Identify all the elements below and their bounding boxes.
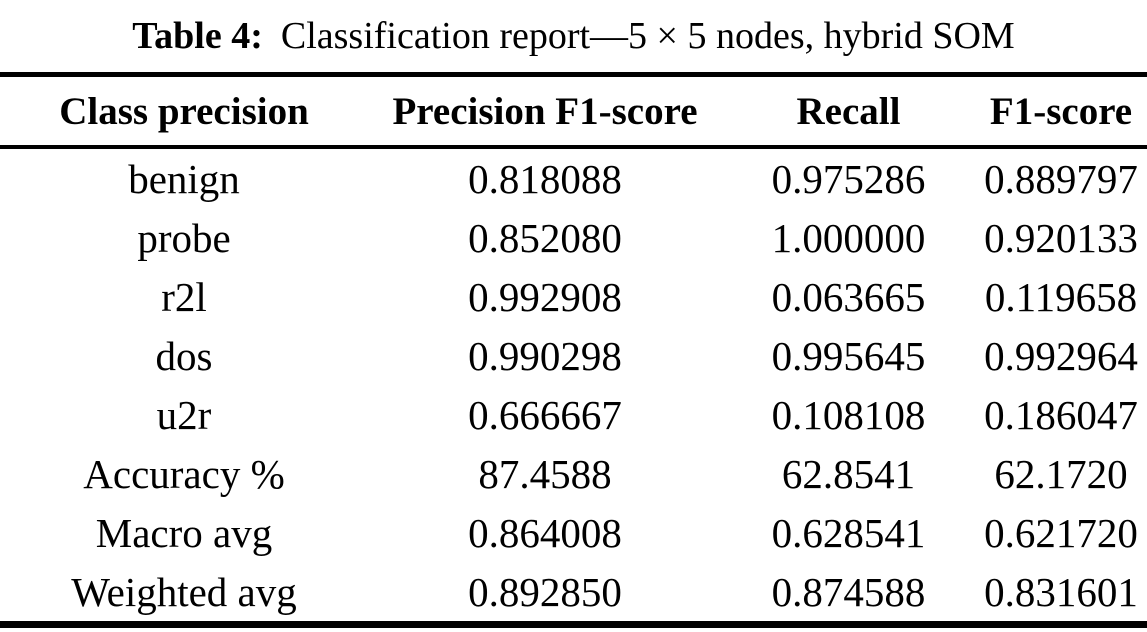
value-cell: 0.992964 [984,332,1138,379]
value-cell: 0.621720 [984,509,1138,556]
col-header-recall: Recall [722,74,975,149]
classification-report-table: Class precision Precision F1-score Recal… [0,72,1147,628]
table-row: dos 0.990298 0.995645 0.992964 [0,326,1147,385]
table-row: u2r 0.666667 0.108108 0.186047 [0,385,1147,444]
value-cell: 0.892850 [468,568,622,615]
value-cell: 87.4588 [478,450,612,497]
table-row: Weighted avg 0.892850 0.874588 0.831601 [0,562,1147,625]
value-cell: 62.8541 [781,450,916,497]
table-row: Macro avg 0.864008 0.628541 0.621720 [0,503,1147,562]
row-label-cell: probe [137,214,231,261]
row-label-cell: Accuracy % [83,450,285,497]
value-cell: 0.831601 [984,568,1138,615]
value-cell: 0.186047 [984,391,1138,438]
value-cell: 0.920133 [984,214,1138,261]
value-cell: 0.818088 [468,155,622,202]
row-label-cell: u2r [156,391,212,438]
value-cell: 0.666667 [468,391,622,438]
table-caption-text: Classification report—5 × 5 nodes, hybri… [280,15,1015,57]
value-cell: 0.995645 [771,332,926,379]
table-row: benign 0.818088 0.975286 0.889797 [0,147,1147,208]
value-cell: 0.119658 [984,273,1138,320]
row-label-cell: Weighted avg [71,568,297,615]
value-cell: 0.874588 [771,568,926,615]
row-label-cell: benign [128,155,240,202]
value-cell: 0.108108 [771,391,926,438]
value-cell: 0.992908 [468,273,622,320]
row-label-cell: Macro avg [95,509,273,556]
col-header-precision-f1-score: Precision F1-score [368,74,722,149]
col-header-f1-score: F1-score [975,74,1147,149]
value-cell: 0.063665 [771,273,926,320]
table-row: r2l 0.992908 0.063665 0.119658 [0,267,1147,326]
header-row: Class precision Precision F1-score Recal… [0,74,1147,149]
table-body: benign 0.818088 0.975286 0.889797 probe … [0,147,1147,625]
value-cell: 1.000000 [771,214,926,261]
table-row: Accuracy % 87.4588 62.8541 62.1720 [0,444,1147,503]
value-cell: 0.975286 [771,155,926,202]
row-label-cell: r2l [161,273,207,320]
value-cell: 0.628541 [771,509,926,556]
value-cell: 0.852080 [468,214,622,261]
table-caption-label: Table 4: [132,15,263,57]
value-cell: 0.864008 [468,509,622,556]
table-row: probe 0.852080 1.000000 0.920133 [0,208,1147,267]
value-cell: 62.1720 [994,450,1128,497]
table-caption: Table 4: Classification report—5 × 5 nod… [0,0,1147,72]
col-header-class-precision: Class precision [0,74,368,149]
value-cell: 0.889797 [984,155,1138,202]
row-label-cell: dos [155,332,213,379]
value-cell: 0.990298 [468,332,622,379]
